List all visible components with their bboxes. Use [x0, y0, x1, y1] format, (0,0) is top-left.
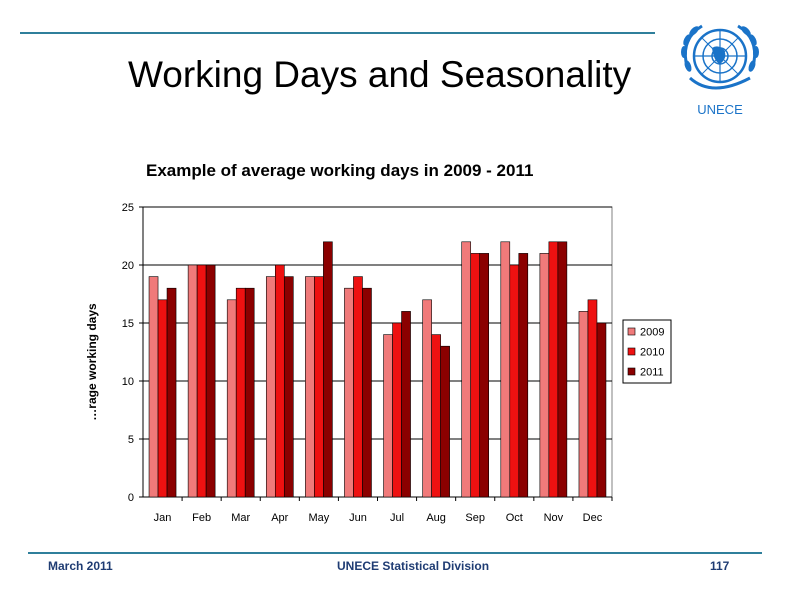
un-emblem-icon: [681, 24, 759, 90]
bar-2009-Nov: [539, 253, 550, 498]
legend-swatch-2009: [627, 327, 636, 336]
logo-text: UNECE: [697, 102, 743, 117]
bar-2011-Jun: [362, 287, 372, 498]
bar-2011-Mar: [244, 287, 255, 498]
y-tick-label: 15: [122, 318, 134, 330]
unece-logo: UNECE: [672, 18, 768, 122]
bar-2009-Apr: [265, 276, 276, 498]
legend-label-2009: 2009: [640, 327, 664, 339]
x-tick-label: Jul: [390, 512, 404, 524]
bar-2010-Feb: [196, 264, 207, 498]
bottom-divider: [28, 552, 762, 554]
x-tick-label: Sep: [465, 512, 485, 524]
bar-2011-Aug: [440, 345, 450, 498]
x-tick-label: Dec: [583, 512, 603, 524]
x-tick-label: Nov: [544, 512, 564, 524]
bar-2009-Feb: [187, 264, 198, 498]
footer-organization: UNECE Statistical Division: [337, 559, 490, 573]
bar-2010-Mar: [235, 287, 246, 498]
bar-2009-Jan: [148, 276, 159, 498]
legend-swatch-2011: [627, 367, 636, 376]
bar-2009-Jun: [344, 287, 354, 498]
bar-2011-Sep: [479, 253, 490, 498]
bar-2010-Oct: [509, 264, 520, 498]
legend-label-2010: 2010: [640, 347, 664, 359]
chart-title: Example of average working days in 2009 …: [146, 161, 534, 180]
legend-label-2011: 2011: [640, 367, 664, 379]
bar-2011-Dec: [596, 322, 607, 498]
bar-2011-Feb: [205, 264, 216, 498]
bar-2009-Jul: [383, 334, 393, 498]
plot-area: [142, 206, 613, 498]
bar-2010-Aug: [431, 334, 441, 498]
slide-title: Working Days and Seasonality: [128, 54, 632, 95]
bar-2010-Dec: [587, 299, 598, 498]
bar-2010-Jan: [157, 299, 168, 498]
y-tick-label: 0: [128, 492, 134, 504]
y-tick-label: 5: [128, 434, 134, 446]
bar-2010-Jul: [392, 322, 402, 498]
bar-2010-Nov: [548, 241, 559, 498]
bar-2009-Sep: [461, 241, 472, 498]
bar-2009-Mar: [226, 299, 237, 498]
bar-2010-Jun: [353, 276, 363, 498]
legend-swatch-2010: [627, 347, 636, 356]
x-tick-label: Oct: [506, 512, 523, 524]
x-tick-label: Jun: [349, 512, 367, 524]
x-tick-label: May: [308, 512, 329, 524]
x-tick-label: Feb: [192, 512, 211, 524]
footer-page-number: 117: [710, 559, 730, 573]
y-tick-label: 20: [122, 260, 134, 272]
bar-2010-Apr: [274, 264, 285, 498]
x-tick-label: Jan: [154, 512, 172, 524]
bar-2009-Aug: [422, 299, 432, 498]
x-tick-label: Aug: [426, 512, 446, 524]
x-tick-label: Apr: [271, 512, 288, 524]
x-tick-label: Mar: [231, 512, 250, 524]
bar-2010-Sep: [470, 253, 481, 498]
bar-2011-Jul: [401, 311, 411, 498]
bar-2011-May: [323, 241, 333, 498]
bar-2009-Dec: [578, 311, 589, 498]
y-tick-label: 25: [122, 202, 134, 214]
y-tick-label: 10: [122, 376, 134, 388]
bar-2011-Apr: [283, 276, 294, 498]
bar-2011-Oct: [518, 253, 529, 498]
bar-2009-Oct: [500, 241, 511, 498]
bar-2010-May: [314, 276, 324, 498]
bar-2011-Nov: [557, 241, 568, 498]
bar-2011-Jan: [166, 287, 177, 498]
footer-date: March 2011: [48, 559, 113, 573]
top-divider: [20, 32, 655, 34]
bar-2009-May: [305, 276, 315, 498]
